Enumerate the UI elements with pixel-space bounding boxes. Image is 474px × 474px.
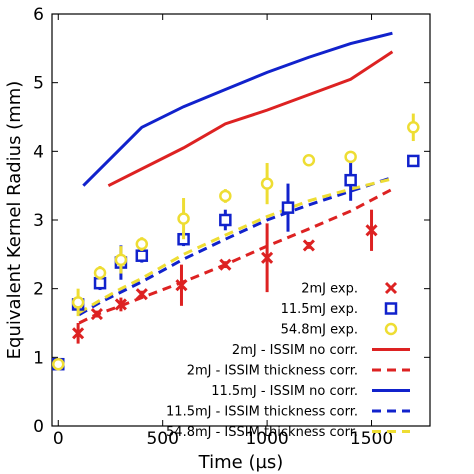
legend-label-3: 2mJ - ISSIM no corr. bbox=[232, 343, 358, 358]
x-tick-label-2: 1000 bbox=[245, 429, 288, 449]
series-2-point-2 bbox=[93, 266, 107, 280]
series-2-point-6 bbox=[219, 189, 232, 203]
series-2-point-1 bbox=[71, 296, 85, 309]
series-0-point-7 bbox=[302, 239, 315, 252]
y-tick-label-4: 4 bbox=[33, 142, 44, 162]
legend-label-1: 11.5mJ exp. bbox=[281, 302, 358, 317]
series-0-point-3 bbox=[135, 288, 148, 301]
series-line-4 bbox=[78, 187, 394, 325]
series-2-point-5 bbox=[177, 212, 190, 225]
series-group bbox=[52, 31, 420, 371]
series-0-point-8 bbox=[365, 224, 378, 237]
series-0-point-4 bbox=[175, 279, 188, 292]
series-line-5 bbox=[82, 31, 393, 187]
x-tick-label-0: 0 bbox=[53, 429, 64, 449]
series-2-point-9 bbox=[344, 150, 357, 164]
legend-label-4: 2mJ - ISSIM thickness corr. bbox=[187, 364, 358, 379]
legend-marker-0-b bbox=[384, 281, 398, 295]
x-axis-label: Time (µs) bbox=[198, 452, 284, 473]
series-0-point-4-b bbox=[175, 279, 188, 292]
series-2-point-8 bbox=[302, 154, 316, 167]
y-tick-label-6: 6 bbox=[33, 5, 44, 25]
legend-marker-2 bbox=[384, 322, 398, 336]
y-tick-label-3: 3 bbox=[33, 211, 44, 231]
legend-marker-0 bbox=[384, 281, 398, 295]
series-line-3 bbox=[107, 50, 394, 188]
series-2-point-10 bbox=[407, 121, 420, 134]
series-1-point-7 bbox=[281, 201, 295, 214]
series-0-point-2 bbox=[114, 298, 127, 311]
legend-marker-1 bbox=[384, 302, 398, 315]
series-0-point-8-b bbox=[365, 224, 378, 237]
y-tick-label-0: 0 bbox=[33, 417, 44, 437]
series-0-point-3-b bbox=[135, 288, 148, 301]
legend-group: 2mJ exp. 11.5mJ exp. 54.8mJ exp. 2mJ - ISSI… bbox=[166, 281, 410, 440]
x-tick-label-3: 1500 bbox=[350, 429, 393, 449]
x-tick-label-1: 500 bbox=[146, 429, 178, 449]
y-tick-label-1: 1 bbox=[33, 348, 44, 368]
series-1-point-9 bbox=[407, 154, 420, 168]
legend-label-2: 54.8mJ exp. bbox=[281, 323, 358, 338]
series-0-point-2-b bbox=[114, 298, 127, 311]
series-2-point-7 bbox=[260, 177, 274, 190]
series-0-point-0 bbox=[72, 327, 85, 340]
series-0-point-5 bbox=[219, 258, 232, 271]
series-0-point-7-b bbox=[302, 239, 315, 252]
legend-label-0: 2mJ exp. bbox=[301, 282, 358, 297]
y-tick-label-2: 2 bbox=[33, 280, 44, 300]
series-0-point-5-b bbox=[219, 258, 232, 271]
legend-label-6: 11.5mJ - ISSIM thickness corr. bbox=[166, 405, 358, 420]
series-0-point-6 bbox=[261, 251, 274, 264]
legend-label-5: 11.5mJ - ISSIM no corr. bbox=[211, 384, 358, 399]
legend-label-7: 54.8mJ - ISSIM thickness corr. bbox=[166, 425, 358, 440]
axes-group: 0 500 1000 1500 0 1 2 3 4 5 6 bbox=[33, 5, 431, 449]
series-0-point-1-b bbox=[90, 308, 103, 321]
series-1-point-8 bbox=[344, 173, 357, 187]
series-line-6 bbox=[78, 176, 393, 317]
y-tick-label-5: 5 bbox=[33, 74, 44, 94]
series-1-point-6 bbox=[219, 213, 232, 227]
series-1-point-4 bbox=[135, 249, 149, 262]
series-0-point-0-b bbox=[72, 327, 85, 340]
series-0-point-1 bbox=[90, 308, 103, 321]
series-line-7 bbox=[78, 177, 393, 314]
series-0-point-6-b bbox=[261, 251, 274, 264]
series-2-point-3 bbox=[114, 253, 128, 267]
series-2-point-4 bbox=[135, 237, 149, 251]
y-axis-label: Equivalent Kernel Radius (mm) bbox=[4, 81, 25, 360]
series-2-point-0 bbox=[52, 357, 65, 371]
